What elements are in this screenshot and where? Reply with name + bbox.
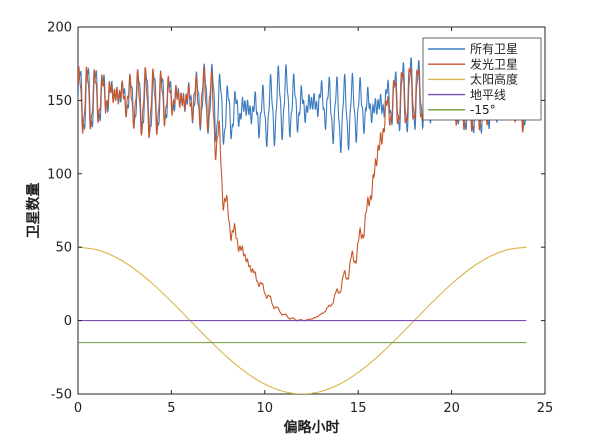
legend-entry-5: -15° — [470, 103, 496, 117]
x-tick-label: 25 — [537, 401, 554, 416]
y-tick-label: 50 — [55, 241, 72, 256]
legend-entry-4: 地平线 — [470, 88, 506, 102]
x-tick-label: 20 — [443, 401, 460, 416]
y-tick-label: 0 — [64, 314, 72, 329]
y-tick-label: 150 — [47, 94, 72, 109]
x-tick-label: 5 — [167, 401, 175, 416]
x-tick-label: 15 — [350, 401, 367, 416]
y-tick-label: 100 — [47, 167, 72, 182]
legend-entry-2: 发光卫星 — [470, 56, 518, 71]
x-axis-label: 偏略小时 — [284, 419, 340, 436]
y-tick-label: -50 — [51, 388, 72, 403]
y-axis-label: 卫星数量 — [25, 183, 42, 239]
series-line-3 — [78, 246, 527, 394]
legend-entry-3: 太阳高度 — [470, 72, 518, 87]
x-tick-label: 0 — [74, 401, 82, 416]
x-tick-label: 10 — [257, 401, 274, 416]
legend-entry-1: 所有卫星 — [470, 42, 518, 56]
y-tick-label: 200 — [47, 21, 72, 36]
